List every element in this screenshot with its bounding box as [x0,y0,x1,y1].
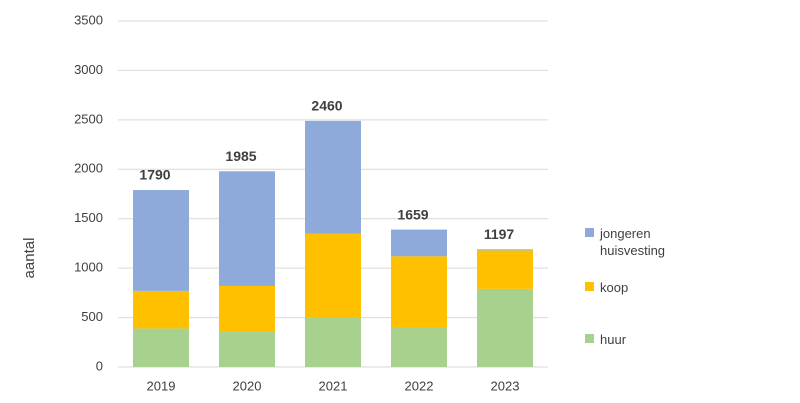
legend-label: huur [600,332,627,347]
total-label: 1790 [139,167,170,183]
y-tick-label: 3000 [74,62,103,77]
bar-segment [133,190,189,291]
bar-segment [133,290,189,329]
y-tick-label: 2000 [74,161,103,176]
bar-segment [219,285,275,332]
legend-label: jongeren huisvesting [600,226,666,258]
bar-segment [305,317,361,367]
legend-label: koop [600,280,629,295]
total-label: 1197 [484,226,515,242]
legend-swatch [585,282,594,291]
x-tick-label: 2023 [491,378,520,393]
bar-segment [133,328,189,367]
y-tick-label: 1000 [74,260,103,275]
total-label: 1985 [225,148,256,164]
bar-segment [477,288,533,367]
legend-item: jongeren huisvesting [585,225,685,259]
x-tick-label: 2021 [319,378,348,393]
y-tick-label: 3500 [74,12,103,27]
y-axis-label: aantal [21,238,38,279]
bar-segment [219,171,275,286]
bar-segment [477,250,533,289]
legend-swatch [585,334,594,343]
total-label: 1659 [397,206,428,222]
y-tick-label: 1500 [74,210,103,225]
legend-item: koop [585,279,685,296]
bar-segment [477,249,533,251]
y-tick-label: 2500 [74,111,103,126]
bar-segment [391,327,447,367]
legend-item: huur [585,331,685,348]
x-tick-label: 2020 [233,378,262,393]
y-tick-label: 0 [96,358,103,373]
bar-segment [391,229,447,257]
bar-segment [219,331,275,367]
x-tick-label: 2022 [405,378,434,393]
bar-segment [391,256,447,328]
bar-segment [305,120,361,234]
total-label: 2460 [311,98,342,114]
bar-segment [305,233,361,318]
y-tick-label: 500 [81,309,103,324]
x-tick-label: 2019 [147,378,176,393]
legend-swatch [585,228,594,237]
